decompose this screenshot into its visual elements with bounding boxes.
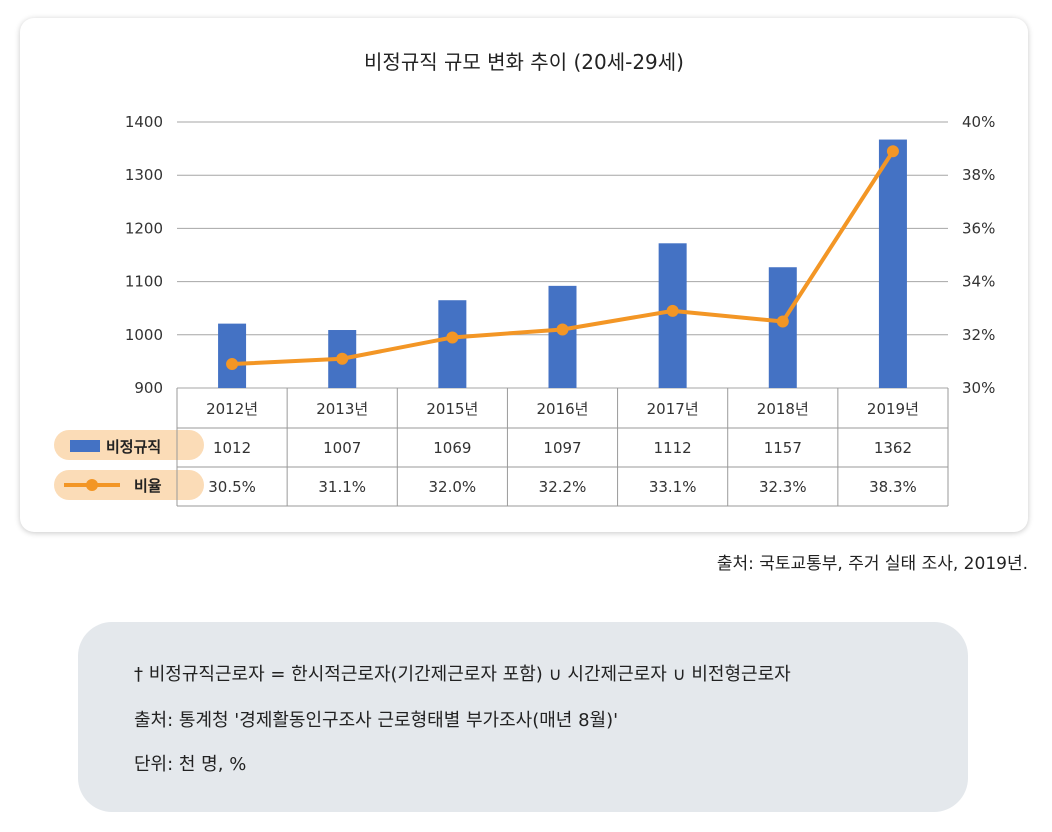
- note-box: † 비정규직근로자 = 한시적근로자(기간제근로자 포함) ∪ 시간제근로자 ∪…: [78, 622, 968, 812]
- bar: [438, 300, 467, 388]
- line-point: [776, 315, 789, 328]
- table-value-bar: 1157: [764, 439, 802, 457]
- chart-source: 출처: 국토교통부, 주거 실태 조사, 2019년.: [716, 554, 1028, 574]
- line-point: [886, 145, 899, 158]
- line-point: [666, 304, 679, 317]
- x-tick-label: 2018년: [757, 400, 809, 418]
- note-unit: 단위: 천 명, %: [134, 754, 247, 775]
- bar: [878, 139, 907, 388]
- y-right-tick-label: 38%: [962, 166, 995, 184]
- y-right-tick-label: 30%: [962, 379, 995, 397]
- note-definition: † 비정규직근로자 = 한시적근로자(기간제근로자 포함) ∪ 시간제근로자 ∪…: [134, 664, 791, 685]
- table-value-bar: 1007: [323, 439, 361, 457]
- table-value-bar: 1012: [213, 439, 251, 457]
- x-tick-label: 2013년: [316, 400, 368, 418]
- y-left-tick-label: 900: [134, 379, 163, 397]
- table-value-ratio: 33.1%: [649, 478, 697, 496]
- table-value-bar: 1097: [543, 439, 581, 457]
- combo-chart: 비정규직 규모 변화 추이 (20세-29세) 900 1000 1100 1200 13…: [64, 50, 995, 507]
- x-tick-label: 2017년: [647, 400, 699, 418]
- table-value-ratio: 32.2%: [539, 478, 587, 496]
- y-left-tick-label: 1200: [125, 219, 163, 237]
- table-value-ratio: 38.3%: [869, 478, 917, 496]
- legend-bar-label: 비정규직: [106, 438, 161, 456]
- legend-line-marker: [86, 479, 98, 491]
- y-left-tick-label: 1300: [125, 166, 163, 184]
- line-point: [446, 331, 459, 344]
- table-value-ratio: 32.0%: [429, 478, 477, 496]
- table-value-ratio: 30.5%: [208, 478, 256, 496]
- table-value-bar: 1069: [433, 439, 471, 457]
- bar: [768, 267, 797, 388]
- table-value-ratio: 31.1%: [318, 478, 366, 496]
- y-right-tick-label: 32%: [962, 326, 995, 344]
- bar: [218, 323, 247, 388]
- y-right-tick-label: 36%: [962, 219, 995, 237]
- y-left-tick-label: 1100: [125, 273, 163, 291]
- note-source: 출처: 통계청 '경제활동인구조사 근로형태별 부가조사(매년 8월)': [134, 710, 619, 731]
- x-tick-label: 2012년: [206, 400, 258, 418]
- chart-card: 비정규직 규모 변화 추이 (20세-29세) 900 1000 1100 1200 13…: [20, 18, 1028, 532]
- bar: [548, 285, 577, 388]
- line-point: [226, 358, 239, 371]
- line-point: [556, 323, 569, 336]
- table-value-bar: 1112: [654, 439, 692, 457]
- chart-title: 비정규직 규모 변화 추이 (20세-29세): [364, 50, 684, 74]
- y-right-tick-label: 40%: [962, 113, 995, 131]
- legend-line-label: 비율: [134, 477, 162, 495]
- y-right-tick-label: 34%: [962, 273, 995, 291]
- legend-bar-swatch: [70, 440, 100, 452]
- x-tick-label: 2019년: [867, 400, 919, 418]
- table-value-ratio: 32.3%: [759, 478, 807, 496]
- y-left-tick-label: 1000: [125, 326, 163, 344]
- y-left-tick-label: 1400: [125, 113, 163, 131]
- x-tick-label: 2015년: [426, 400, 478, 418]
- line-point: [336, 352, 349, 365]
- table-value-bar: 1362: [874, 439, 912, 457]
- x-tick-label: 2016년: [537, 400, 589, 418]
